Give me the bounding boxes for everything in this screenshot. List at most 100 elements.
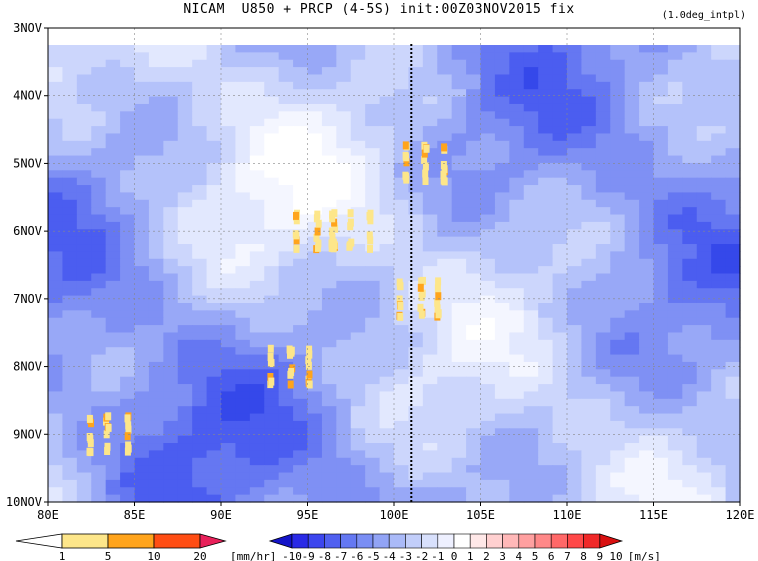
precip-cell xyxy=(124,432,131,441)
wind-colorbar-label: 2 xyxy=(483,550,490,561)
wind-colorbar-swatch xyxy=(356,533,374,549)
precip-colorbar-label: 5 xyxy=(105,550,112,561)
precip-cell xyxy=(104,447,111,455)
precip-cell xyxy=(124,414,131,423)
precip-cell xyxy=(305,356,312,365)
precip-colorbar-label: 10 xyxy=(147,550,160,561)
precip-cell xyxy=(331,218,338,227)
wind-colorbar-label: 3 xyxy=(499,550,506,561)
precip-cell xyxy=(434,284,441,293)
wind-colorbar-label: -6 xyxy=(350,550,363,561)
x-tick-label: 115E xyxy=(639,508,668,522)
x-tick-label: 90E xyxy=(210,508,232,522)
wind-colorbar-swatch xyxy=(567,533,584,549)
wind-colorbar-label: 6 xyxy=(548,550,555,561)
precip-cell xyxy=(397,312,404,321)
precip-cell xyxy=(441,165,448,174)
x-tick-label: 105E xyxy=(466,508,495,522)
chart-title: NICAM U850 + PRCP (4-5S) init:00Z03NOV20… xyxy=(183,2,575,17)
precip-cell xyxy=(421,155,428,164)
precip-cell xyxy=(124,447,131,456)
precip-cell xyxy=(440,161,447,169)
precip-cell xyxy=(315,243,321,252)
precip-cell xyxy=(87,439,94,448)
precip-cell xyxy=(268,359,275,368)
precip-cell xyxy=(105,423,112,432)
x-axis-ticks: 80E 85E 90E 95E 100E 105E 110E 115E 120E xyxy=(37,502,754,522)
precip-cell xyxy=(287,350,293,359)
precip-cell xyxy=(435,309,442,318)
precip-cell xyxy=(268,377,275,386)
wind-colorbar-swatch xyxy=(437,533,455,549)
precip-cell xyxy=(422,177,429,185)
precip-cell xyxy=(402,151,409,160)
precip-cell xyxy=(417,283,424,292)
x-tick-label: 85E xyxy=(124,508,146,522)
precip-cell xyxy=(292,230,299,239)
y-tick-label: 7NOV xyxy=(13,292,42,306)
wind-colorbar-label: -7 xyxy=(334,550,347,561)
precip-cell xyxy=(105,412,112,421)
chart-subtitle: (1.0deg_intpl) xyxy=(661,10,746,21)
precip-colorbar-swatch xyxy=(107,533,155,549)
wind-colorbar-label: -3 xyxy=(399,550,412,561)
y-tick-label: 4NOV xyxy=(13,89,42,103)
wind-colorbar-label: 1 xyxy=(467,550,474,561)
wind-colorbar-label: -4 xyxy=(383,550,397,561)
y-tick-label: 3NOV xyxy=(13,21,42,35)
wind-colorbar-swatch xyxy=(550,533,568,549)
precip-cell xyxy=(86,433,93,441)
wind-colorbar-swatch xyxy=(324,533,341,549)
precip-cell xyxy=(403,158,410,167)
precip-cell xyxy=(267,344,274,353)
precip-cell xyxy=(435,277,442,286)
precip-cell xyxy=(367,209,374,218)
precip-cell xyxy=(306,370,313,379)
wind-colorbar-label: -9 xyxy=(302,550,315,561)
precip-cell xyxy=(86,447,93,456)
wind-colorbar-label: -5 xyxy=(366,550,379,561)
precip-cell xyxy=(315,239,322,248)
wind-colorbar-swatch xyxy=(534,533,552,549)
wind-field xyxy=(48,28,741,503)
precip-cell xyxy=(103,430,110,439)
precip-cell xyxy=(434,298,441,307)
precip-cell xyxy=(328,227,335,236)
precip-cell xyxy=(418,277,425,286)
precip-cell xyxy=(305,361,312,370)
precip-cell xyxy=(423,144,430,153)
wind-colorbar-swatch xyxy=(340,533,358,549)
precip-cell xyxy=(329,214,336,223)
wind-colorbar-label: 0 xyxy=(451,550,458,561)
precip-cell xyxy=(366,231,373,240)
wind-colorbar-arrow-low xyxy=(268,533,293,549)
precip-cell xyxy=(125,441,132,450)
precip-cell xyxy=(440,176,447,185)
precip-cell xyxy=(306,350,313,359)
precip-cell xyxy=(418,292,425,301)
x-tick-label: 110E xyxy=(553,508,582,522)
precip-cell xyxy=(397,302,404,310)
wind-colorbar-swatch xyxy=(291,533,309,549)
precip-cell xyxy=(315,219,322,228)
x-tick-label: 120E xyxy=(726,508,755,522)
precip-cell xyxy=(313,233,320,242)
precip-colorbar-label: 1 xyxy=(59,550,66,561)
wind-colorbar-unit: [m/s] xyxy=(628,550,661,561)
precip-cell xyxy=(422,162,429,171)
wind-colorbar-swatch xyxy=(583,533,601,549)
precip-cell xyxy=(347,222,354,231)
y-tick-label: 6NOV xyxy=(13,224,42,238)
wind-colorbar: -10 -9 -8 -7 -6 -5 -4 -3 -2 -1 0 1 2 3 4 5 6 7 8 9 10 [m/s] xyxy=(268,533,661,561)
wind-colorbar-label: -2 xyxy=(415,550,428,561)
x-tick-label: 100E xyxy=(380,508,409,522)
wind-colorbar-swatch xyxy=(502,533,520,549)
precip-cell xyxy=(367,216,374,225)
precip-colorbar-arrow-low xyxy=(15,533,63,549)
precip-cell xyxy=(314,227,321,236)
x-tick-label: 95E xyxy=(297,508,319,522)
precip-colorbar: 1 5 10 20 [mm/hr] xyxy=(15,533,276,561)
wind-colorbar-label: -10 xyxy=(282,550,302,561)
wind-colorbar-swatch xyxy=(421,533,439,549)
wind-colorbar-label: 7 xyxy=(564,550,571,561)
